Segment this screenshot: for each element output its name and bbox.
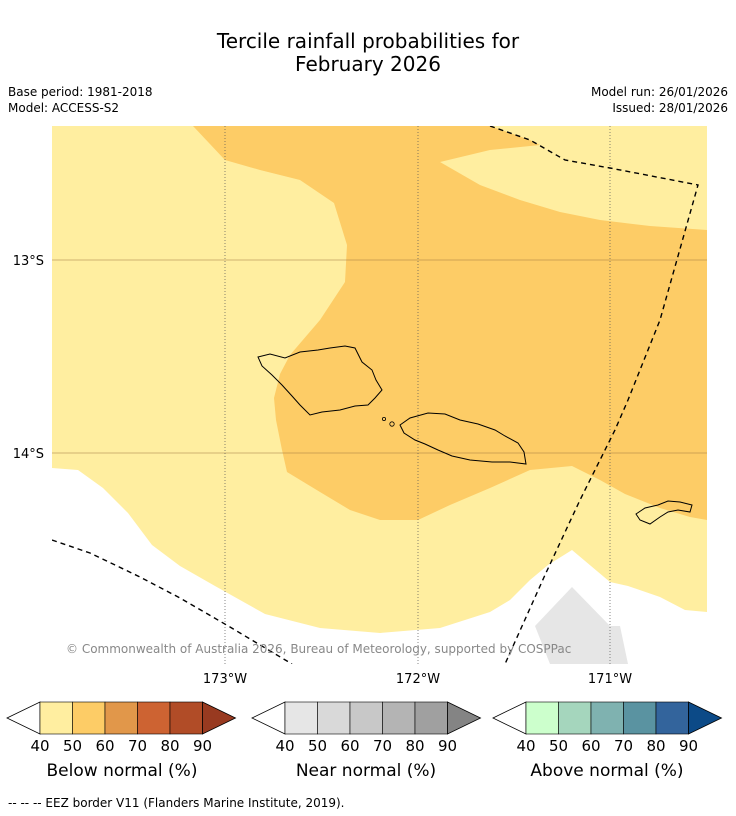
above-normal-tick-60: 60 xyxy=(581,737,600,755)
meta-left: Base period: 1981-2018 Model: ACCESS-S2 xyxy=(8,84,153,116)
near-normal-under-triangle xyxy=(251,701,286,735)
near-normal-tick-80: 80 xyxy=(405,737,424,755)
near-normal-segment-5 xyxy=(414,701,448,735)
below-normal-segment-3 xyxy=(104,701,138,735)
lon-label-173w: 173°W xyxy=(203,672,247,687)
meta-right: Model run: 26/01/2026 Issued: 28/01/2026 xyxy=(591,84,728,116)
title-line-1: Tercile rainfall probabilities for xyxy=(216,29,520,53)
near-normal-40-50-region xyxy=(535,587,628,664)
lat-label-13s: 13°S xyxy=(13,254,44,269)
above-normal-segment-2 xyxy=(558,701,592,735)
near-normal-over-triangle xyxy=(447,701,482,735)
below-normal-tick-40: 40 xyxy=(30,737,49,755)
chart-title: Tercile rainfall probabilities for Febru… xyxy=(0,30,736,76)
below-normal-segment-5 xyxy=(169,701,203,735)
below-normal-segment-2 xyxy=(72,701,106,735)
near-normal-tick-70: 70 xyxy=(373,737,392,755)
above-normal-over-triangle xyxy=(688,701,723,735)
near-normal-tick-60: 60 xyxy=(340,737,359,755)
model-run: Model run: 26/01/2026 xyxy=(590,85,728,99)
above-normal-tick-50: 50 xyxy=(549,737,568,755)
below-normal-tick-50: 50 xyxy=(63,737,82,755)
below-normal-tick-70: 70 xyxy=(128,737,147,755)
lon-label-171w: 171°W xyxy=(588,672,632,687)
above-normal-segment-5 xyxy=(655,701,689,735)
eez-footnote: -- -- -- EEZ border V11 (Flanders Marine… xyxy=(8,796,345,810)
near-normal-segment-4 xyxy=(382,701,416,735)
title-line-2: February 2026 xyxy=(295,52,441,76)
lon-label-172w: 172°W xyxy=(396,672,440,687)
above-normal-tick-40: 40 xyxy=(516,737,535,755)
near-normal-segment-1 xyxy=(284,701,318,735)
below-normal-segment-4 xyxy=(137,701,171,735)
manono-island xyxy=(381,416,386,421)
above-normal-legend-title: Above normal (%) xyxy=(530,761,684,781)
near-normal-tick-90: 90 xyxy=(438,737,457,755)
below-normal-over-triangle xyxy=(202,701,237,735)
below-normal-50-60-region xyxy=(193,126,707,520)
eez-border-south xyxy=(52,539,293,664)
below-normal-legend-title: Below normal (%) xyxy=(46,761,198,781)
lat-label-14s: 14°S xyxy=(13,447,44,462)
near-normal-tick-40: 40 xyxy=(275,737,294,755)
base-period: Base period: 1981-2018 xyxy=(8,85,153,99)
above-normal-tick-80: 80 xyxy=(646,737,665,755)
model-name: Model: ACCESS-S2 xyxy=(8,101,120,115)
above-normal-under-triangle xyxy=(492,701,527,735)
below-normal-segment-1 xyxy=(39,701,73,735)
above-normal-segment-3 xyxy=(590,701,624,735)
below-normal-under-triangle xyxy=(6,701,41,735)
above-normal-tick-90: 90 xyxy=(679,737,698,755)
near-normal-segment-2 xyxy=(317,701,351,735)
above-normal-tick-70: 70 xyxy=(614,737,633,755)
below-normal-40-50-patch xyxy=(440,141,707,230)
below-normal-tick-90: 90 xyxy=(193,737,212,755)
upolu-island xyxy=(399,412,527,465)
near-normal-legend-title: Near normal (%) xyxy=(295,761,437,781)
map-area: © Commonwealth of Australia 2026, Bureau… xyxy=(52,126,707,664)
copyright-text: © Commonwealth of Australia 2026, Bureau… xyxy=(66,642,571,656)
colorbar-group: 40 50 60 70 80 90 40 50 60 70 80 90 40 50 60 70 80 90 xyxy=(6,701,723,755)
issued-date: Issued: 28/01/2026 xyxy=(612,101,728,115)
near-normal-tick-50: 50 xyxy=(308,737,327,755)
above-normal-segment-4 xyxy=(623,701,657,735)
savaii-island xyxy=(257,345,383,416)
tutuila-island xyxy=(635,500,693,525)
below-normal-tick-60: 60 xyxy=(95,737,114,755)
above-normal-segment-1 xyxy=(525,701,559,735)
near-normal-segment-3 xyxy=(349,701,383,735)
below-normal-tick-80: 80 xyxy=(160,737,179,755)
apolima-island xyxy=(389,421,395,427)
